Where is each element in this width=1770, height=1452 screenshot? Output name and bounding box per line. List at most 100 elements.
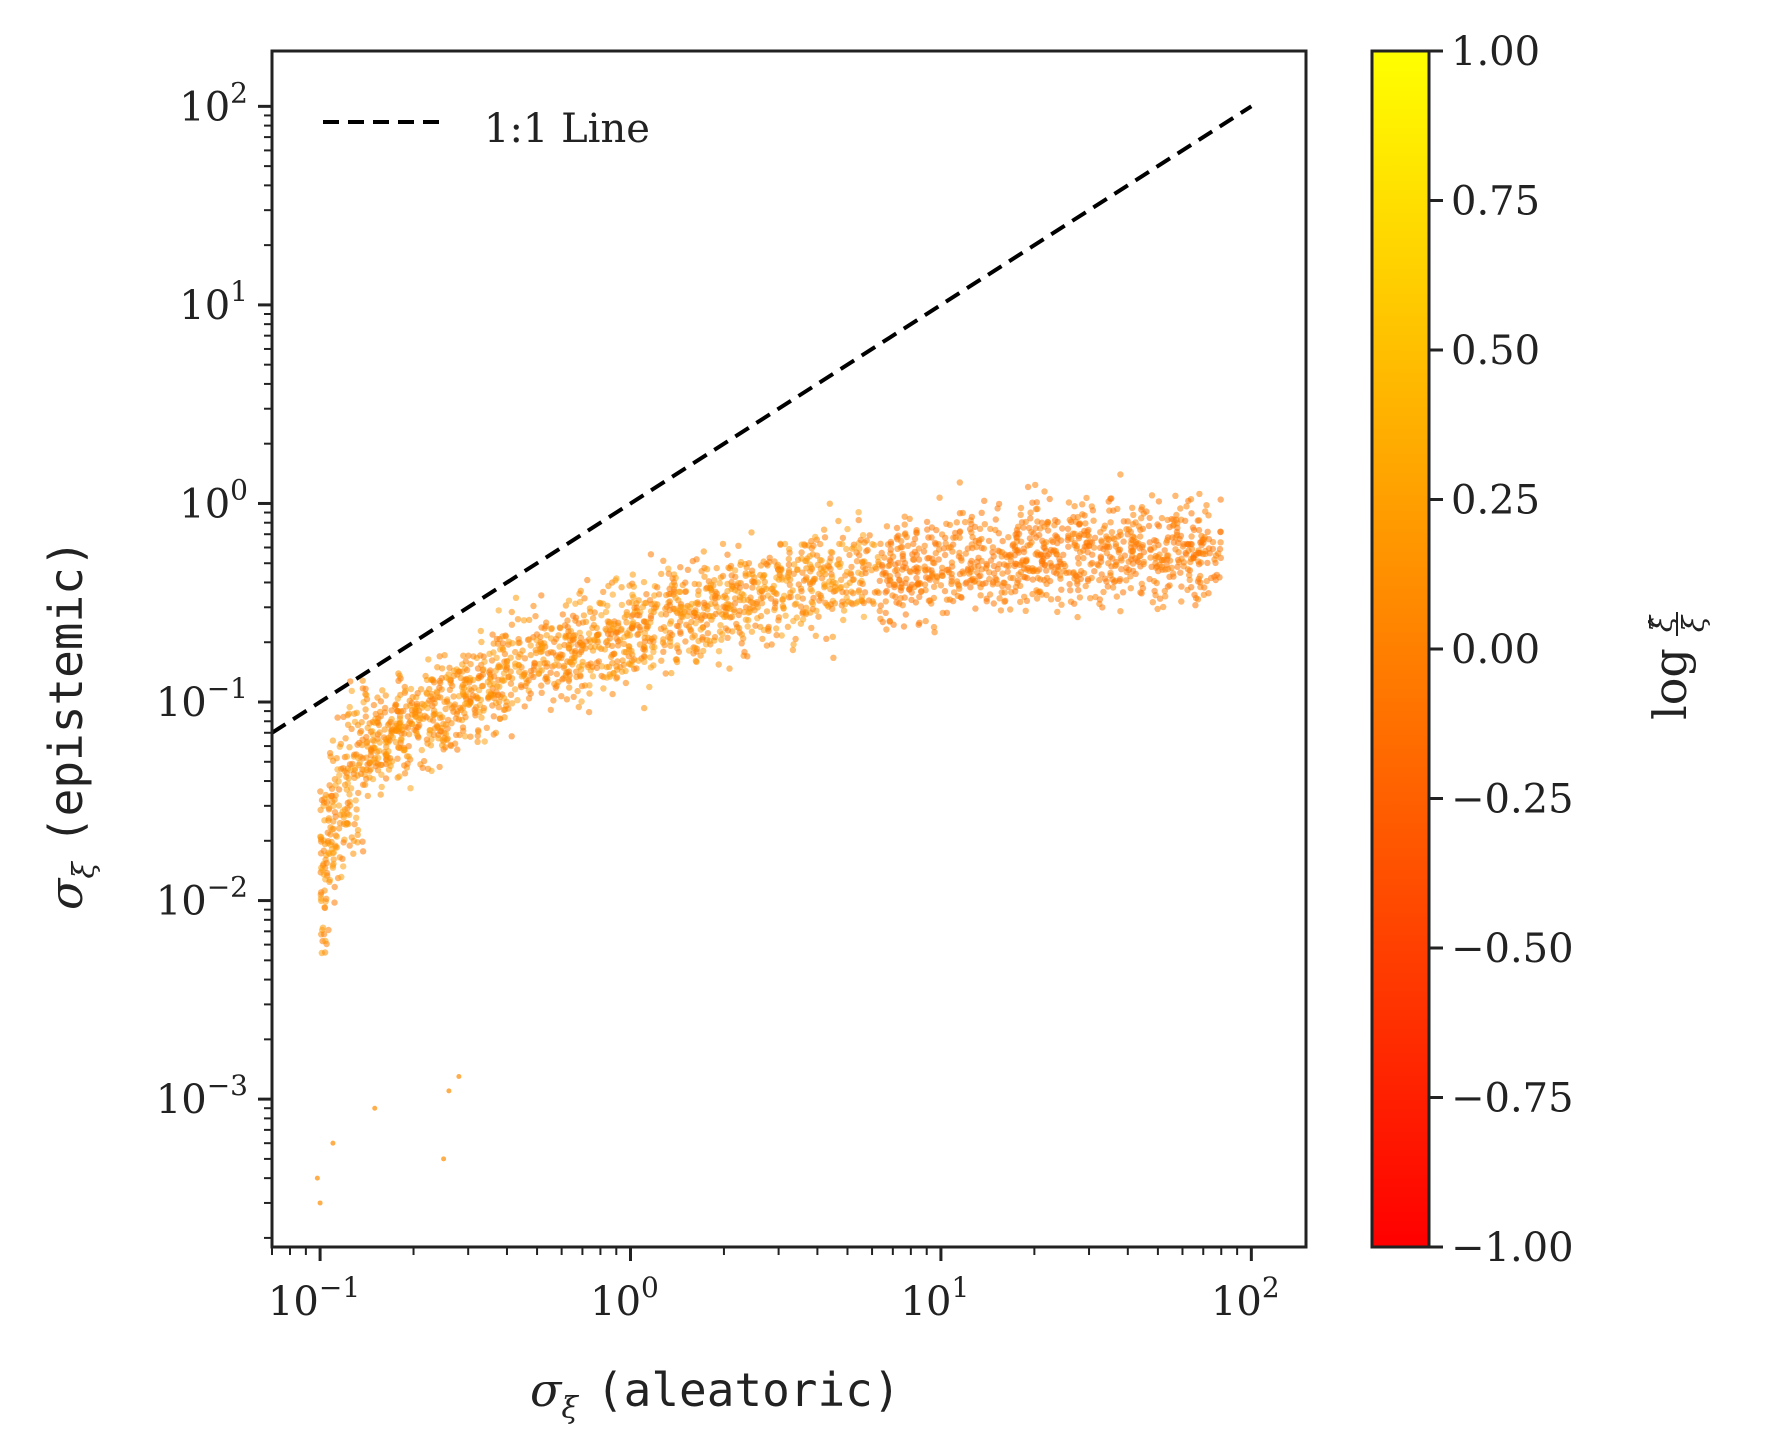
data-point [325, 926, 332, 934]
data-point [1043, 580, 1050, 587]
data-point [660, 636, 667, 643]
data-point [1097, 553, 1105, 560]
data-point [526, 616, 533, 624]
data-point [559, 676, 566, 683]
data-point [388, 715, 395, 723]
data-point [611, 621, 618, 628]
legend-label: 1:1 Line [484, 106, 650, 152]
svg-text:ξ: ξ [1677, 614, 1712, 632]
data-point [503, 698, 510, 705]
data-point [570, 654, 578, 662]
data-point [662, 605, 669, 612]
data-point [1129, 560, 1137, 567]
data-point [1164, 583, 1172, 590]
data-point [421, 702, 428, 709]
data-point [454, 746, 461, 753]
x-axis-ticks: 10−1 100 101 102 [268, 1247, 1280, 1325]
data-point [956, 534, 963, 541]
data-point [331, 899, 338, 906]
data-point [960, 570, 967, 577]
data-point [787, 589, 794, 596]
data-point [1071, 541, 1078, 549]
data-point [906, 515, 913, 522]
data-point [1033, 595, 1041, 602]
data-point [899, 602, 906, 609]
data-point [870, 600, 877, 607]
data-point [1117, 471, 1124, 478]
data-point [474, 665, 482, 672]
data-point [1054, 595, 1062, 602]
data-point [976, 525, 984, 532]
data-point [359, 838, 366, 845]
data-point [890, 621, 897, 628]
data-point [354, 721, 362, 729]
data-point [1084, 549, 1091, 556]
data-point [785, 561, 793, 568]
data-point [413, 700, 421, 708]
y-axis-ticks: 10−3 10−2 10−1 100 101 102 [156, 76, 272, 1239]
data-point [1129, 547, 1137, 554]
data-point [565, 645, 573, 652]
data-point [799, 595, 806, 602]
data-point [893, 599, 900, 606]
data-point [594, 636, 601, 644]
data-point [950, 534, 957, 541]
data-point [465, 652, 472, 659]
data-point [442, 705, 449, 713]
data-point [772, 589, 779, 596]
data-point [697, 652, 704, 659]
data-point [855, 588, 862, 596]
data-point [460, 727, 467, 735]
data-point [388, 728, 395, 735]
data-point [445, 676, 453, 683]
data-point [620, 640, 628, 648]
data-point [348, 834, 355, 841]
data-point [765, 623, 772, 631]
data-point [374, 694, 381, 701]
outlier-point [317, 1200, 323, 1206]
data-point [697, 626, 704, 633]
data-point [578, 682, 586, 690]
data-point [1113, 593, 1121, 600]
data-point [325, 815, 333, 822]
data-point [553, 670, 560, 678]
data-point [1195, 549, 1203, 557]
data-point [975, 573, 982, 580]
outlier-point [372, 1105, 378, 1111]
data-point [987, 525, 994, 533]
data-point [1083, 494, 1090, 502]
data-point [1034, 505, 1041, 513]
data-point [362, 713, 369, 720]
data-point [953, 519, 960, 526]
data-point [448, 720, 455, 727]
data-point [857, 536, 864, 544]
data-point [609, 591, 616, 598]
data-point [329, 737, 337, 744]
colorbar-tick-label: 1.00 [1451, 29, 1540, 75]
data-point [1090, 544, 1098, 551]
data-point [392, 701, 400, 709]
data-point [1104, 583, 1112, 590]
data-point [790, 641, 797, 648]
data-point [478, 638, 485, 646]
data-point [928, 567, 935, 574]
data-point [1075, 560, 1082, 567]
data-point [831, 600, 839, 607]
data-point [572, 617, 579, 624]
data-point [493, 635, 501, 643]
data-point [478, 683, 486, 690]
data-point [1129, 521, 1137, 528]
data-point [896, 576, 903, 583]
data-point [923, 518, 931, 526]
data-point [1107, 572, 1114, 579]
data-point [557, 651, 564, 658]
data-point [353, 806, 360, 813]
data-point [688, 600, 695, 608]
data-point [362, 706, 369, 713]
data-point [920, 548, 928, 555]
data-point [999, 570, 1006, 577]
data-point [911, 535, 919, 543]
data-point [385, 766, 393, 773]
data-point [396, 672, 403, 679]
data-point [822, 582, 829, 590]
